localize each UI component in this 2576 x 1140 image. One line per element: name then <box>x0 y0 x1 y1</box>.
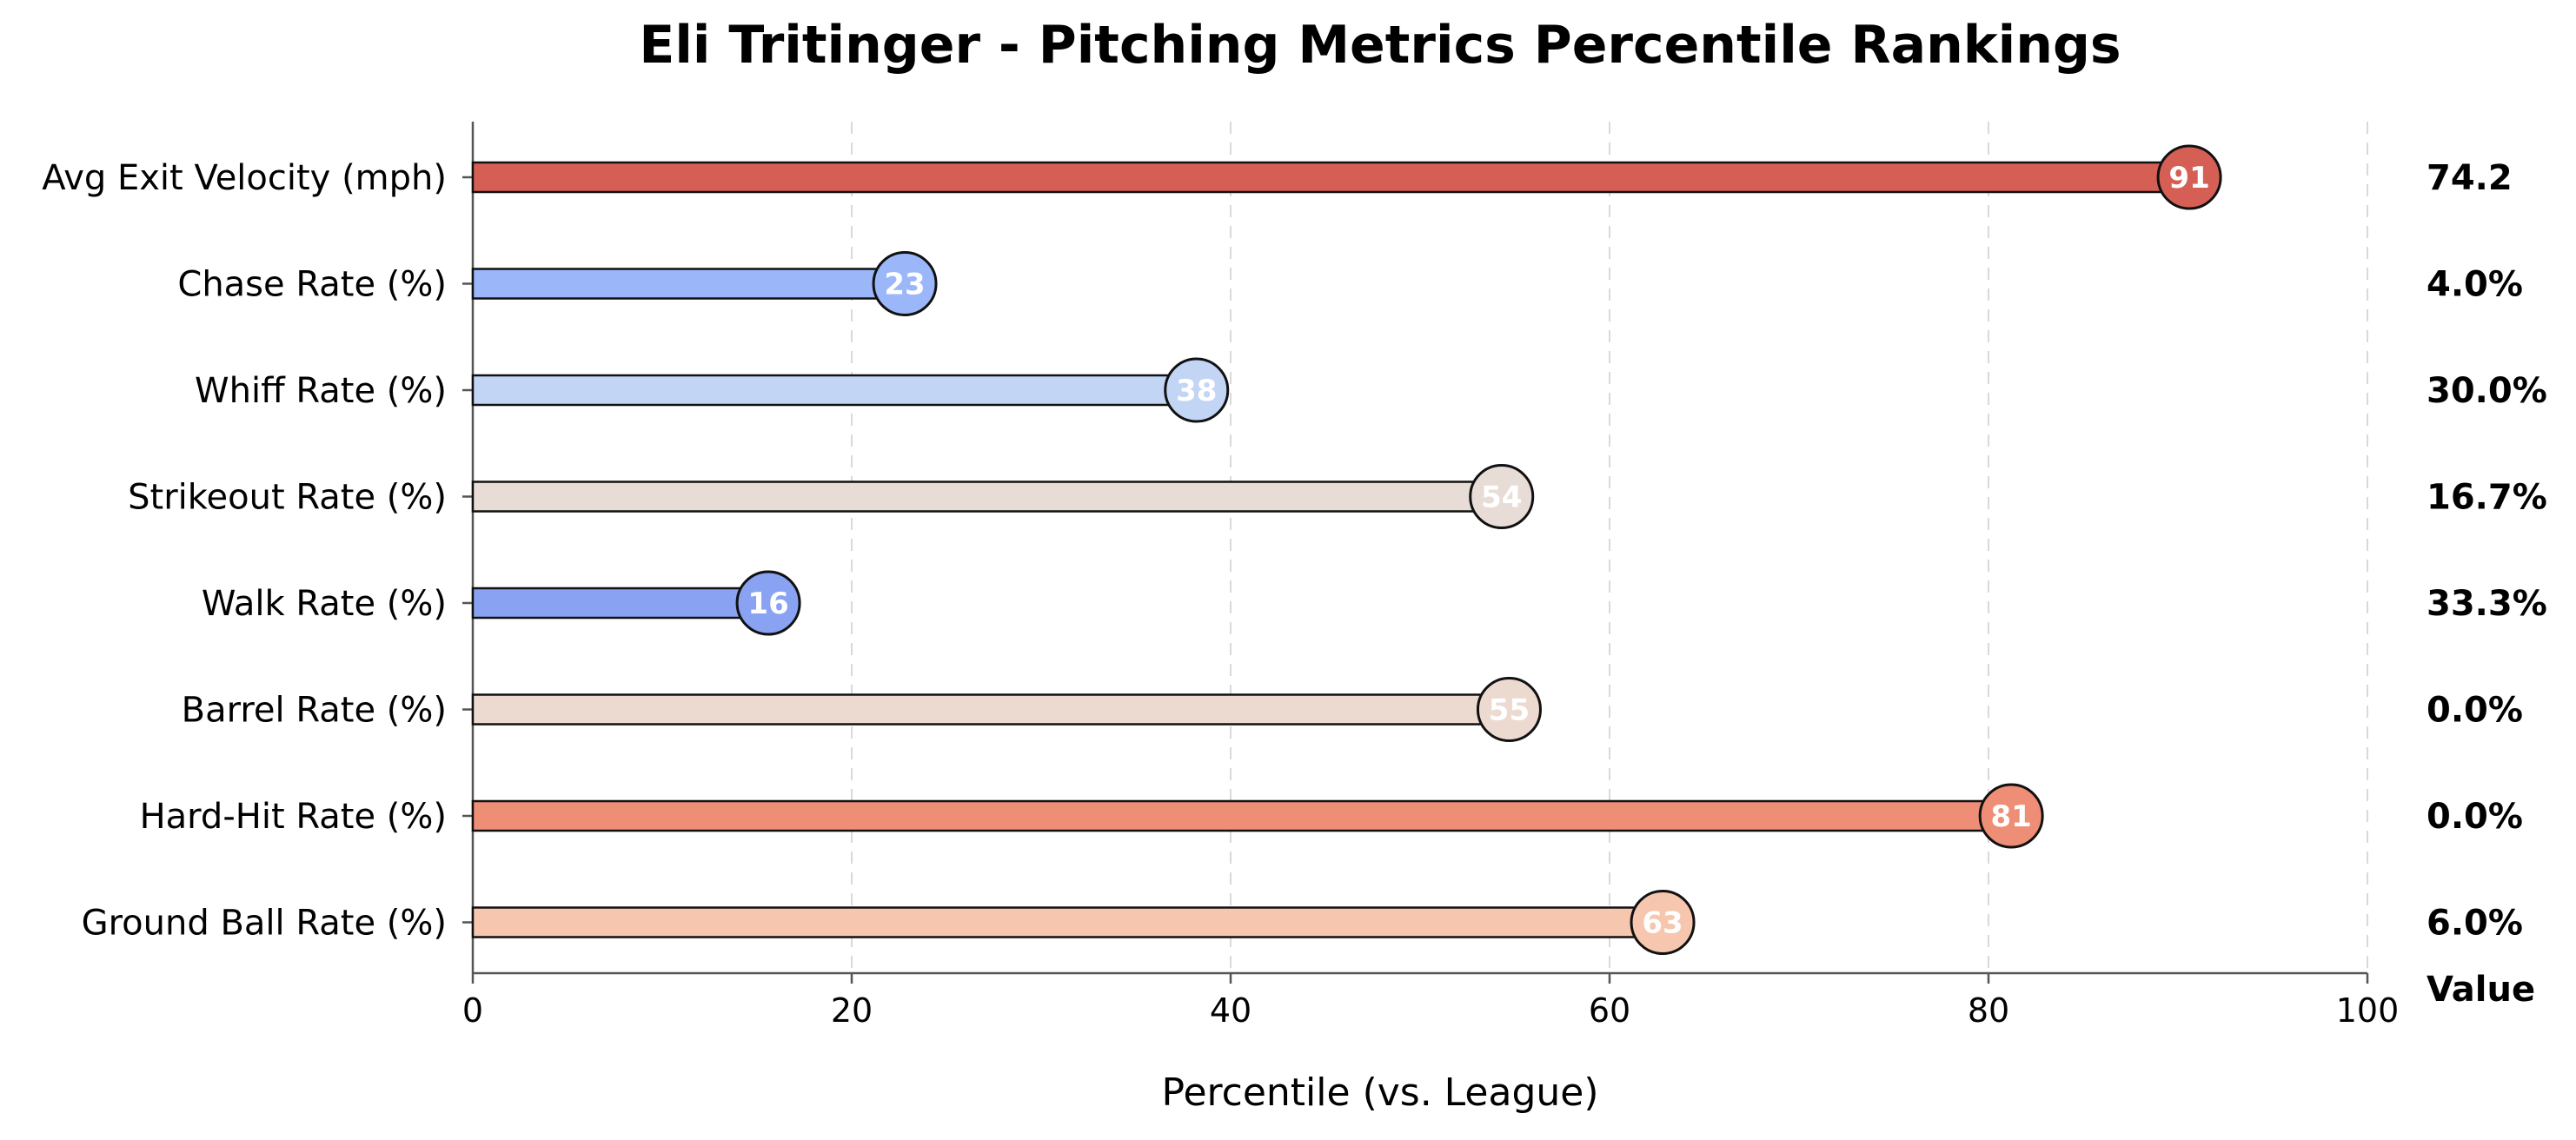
metric-value: 4.0% <box>2427 265 2523 305</box>
category-label: Avg Exit Velocity (mph) <box>42 158 447 198</box>
grid-lines <box>851 122 2368 973</box>
metric-value: 16.7% <box>2427 478 2547 518</box>
metric-value: 33.3% <box>2427 584 2547 624</box>
category-label: Hard-Hit Rate (%) <box>140 797 447 837</box>
bar <box>471 799 2013 832</box>
percentile-dot <box>1476 677 1542 742</box>
axes: 0 20 40 60 80 100 <box>462 122 2399 1030</box>
percentile-label: 54 <box>1481 481 1522 515</box>
percentile-dot <box>872 251 938 316</box>
x-tick-label: 40 <box>1210 991 1251 1030</box>
percentile-label: 81 <box>1990 799 2031 834</box>
bars <box>471 144 2222 955</box>
percentile-label: 38 <box>1176 374 1217 408</box>
category-label: Chase Rate (%) <box>177 265 447 305</box>
category-label: Ground Ball Rate (%) <box>82 904 447 944</box>
labels: Avg Exit Velocity (mph) 91 74.2 Chase Rate … <box>42 158 2547 944</box>
metric-value: 6.0% <box>2427 904 2523 944</box>
percentile-label: 91 <box>2168 161 2209 196</box>
category-label: Barrel Rate (%) <box>182 691 447 731</box>
metric-value: 0.0% <box>2427 691 2523 731</box>
bar <box>471 587 770 620</box>
percentile-label: 55 <box>1489 693 1530 728</box>
bar <box>471 906 1664 938</box>
x-tick-label: 80 <box>1968 991 2009 1030</box>
metric-value: 74.2 <box>2427 158 2513 198</box>
percentile-label: 16 <box>747 587 788 621</box>
percentile-dot <box>1469 464 1535 529</box>
percentile-dot <box>1630 890 1696 955</box>
category-label: Whiff Rate (%) <box>195 371 447 411</box>
bar <box>471 268 906 300</box>
percentile-dot <box>2156 144 2222 210</box>
bar <box>471 693 1510 726</box>
percentile-label: 63 <box>1642 906 1683 941</box>
percentile-dot <box>735 570 801 636</box>
metric-value: 0.0% <box>2427 797 2523 837</box>
x-axis-label: Percentile (vs. League) <box>1162 1070 1599 1115</box>
x-tick-label: 100 <box>2336 991 2400 1030</box>
percentile-dot <box>1164 357 1230 423</box>
value-column-header: Value <box>2427 970 2535 1010</box>
bar <box>471 374 1198 407</box>
bar <box>471 481 1503 513</box>
category-label: Strikeout Rate (%) <box>128 478 447 518</box>
category-label: Walk Rate (%) <box>202 584 447 624</box>
chart-title: Eli Tritinger - Pitching Metrics Percent… <box>639 15 2121 76</box>
x-tick-label: 20 <box>831 991 873 1030</box>
percentile-dot <box>1978 783 2044 849</box>
x-tick-label: 0 <box>462 991 483 1030</box>
metric-value: 30.0% <box>2427 371 2547 411</box>
x-tick-label: 60 <box>1589 991 1630 1030</box>
percentile-label: 23 <box>884 268 925 302</box>
bar <box>471 161 2191 194</box>
